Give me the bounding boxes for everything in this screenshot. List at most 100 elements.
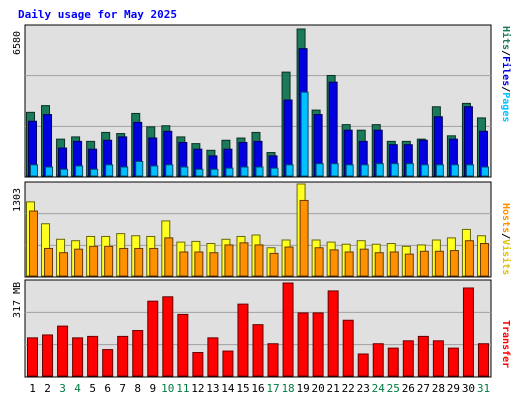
- hosts-bar-day-27: [419, 250, 429, 277]
- day-label-27: 27: [417, 382, 430, 395]
- transfer-bar-day-25: [387, 347, 399, 377]
- pages-bar-day-1: [30, 164, 38, 177]
- day-label-26: 26: [402, 382, 415, 395]
- legend-sep-3: /: [500, 233, 511, 239]
- hosts-bar-day-15: [239, 242, 249, 277]
- day-label-4: 4: [74, 382, 81, 395]
- hits-files-pages-panel: 6580 Hits/Files/Pages: [12, 24, 512, 178]
- pages-bar-day-8: [135, 160, 144, 177]
- pages-bar-day-14: [225, 167, 234, 177]
- hosts-bar-day-14: [224, 244, 234, 277]
- pages-bar-day-4: [75, 165, 84, 177]
- pages-bar-day-23: [360, 164, 369, 177]
- transfer-bar-day-21: [327, 290, 339, 377]
- day-label-18: 18: [281, 382, 294, 395]
- pages-bar-day-30: [465, 164, 474, 177]
- pages-bar-day-18: [285, 164, 294, 177]
- hosts-bar-day-23: [359, 248, 369, 277]
- transfer-bar-day-19: [297, 312, 309, 377]
- day-label-17: 17: [266, 382, 279, 395]
- pages-bar-day-28: [435, 164, 444, 177]
- hosts-bar-day-9: [149, 247, 159, 277]
- transfer-bar-day-20: [312, 312, 324, 377]
- transfer-bar-day-23: [357, 353, 369, 377]
- day-label-23: 23: [357, 382, 370, 395]
- hosts-visits-legend: Hosts/Visits: [500, 203, 512, 275]
- transfer-axis-max-label: 317 MB: [12, 282, 23, 318]
- hosts-bar-day-6: [104, 245, 114, 277]
- pages-bar-day-17: [270, 167, 279, 177]
- day-label-30: 30: [462, 382, 475, 395]
- transfer-bar-day-2: [42, 334, 54, 377]
- transfer-bar-day-14: [222, 350, 234, 377]
- pages-bar-day-10: [165, 164, 174, 177]
- hosts-bar-day-28: [434, 250, 444, 277]
- day-label-15: 15: [236, 382, 249, 395]
- chart-title: Daily usage for May 2025: [18, 8, 177, 21]
- pages-bar-day-29: [450, 164, 459, 177]
- transfer-bar-day-26: [402, 340, 414, 377]
- day-label-5: 5: [89, 382, 96, 395]
- hosts-bar-day-5: [89, 245, 99, 277]
- day-label-20: 20: [312, 382, 325, 395]
- pages-bar-day-27: [420, 164, 429, 177]
- legend-visits: Visits: [500, 239, 512, 275]
- day-label-7: 7: [119, 382, 126, 395]
- day-labels: 1 2 3 4 5 6 7 8 9 10 11 12 13 14 15 16 17 18 19 20 21 22 23 24 2…: [29, 382, 490, 395]
- transfer-bar-day-24: [372, 343, 384, 377]
- hits-files-pages-legend: Hits/Files/Pages: [500, 26, 512, 122]
- hosts-bar-day-24: [374, 252, 384, 277]
- legend-files: Files: [500, 56, 512, 86]
- transfer-panel: 317 MB Transfer: [12, 279, 511, 378]
- transfer-bar-day-9: [147, 300, 159, 377]
- hosts-bar-day-11: [179, 251, 189, 277]
- legend-hits: Hits: [500, 26, 512, 50]
- hosts-bar-day-17: [269, 252, 279, 277]
- day-label-29: 29: [447, 382, 460, 395]
- transfer-bar-day-29: [447, 347, 459, 377]
- day-label-16: 16: [251, 382, 264, 395]
- pages-bar-day-5: [90, 168, 99, 177]
- visits-axis-max-label: 1303: [12, 188, 23, 212]
- hosts-bar-day-7: [119, 247, 129, 277]
- transfer-bar-day-11: [177, 313, 189, 377]
- day-label-9: 9: [149, 382, 156, 395]
- hosts-bar-day-10: [164, 237, 174, 277]
- transfer-bar-day-22: [342, 319, 354, 377]
- legend-hosts: Hosts: [500, 203, 511, 233]
- transfer-bar-day-27: [417, 335, 429, 377]
- hosts-bar-day-18: [284, 246, 294, 277]
- hits-axis-max-label: 6580: [12, 31, 23, 55]
- day-label-28: 28: [432, 382, 445, 395]
- pages-bar-day-20: [315, 163, 324, 177]
- pages-bar-day-7: [120, 166, 129, 177]
- hosts-bar-day-2: [44, 247, 54, 277]
- pages-bar-day-24: [375, 163, 384, 177]
- transfer-bar-day-18: [282, 282, 294, 377]
- day-label-10: 10: [161, 382, 174, 395]
- pages-bar-day-9: [150, 165, 159, 177]
- day-label-22: 22: [342, 382, 355, 395]
- transfer-legend: Transfer: [500, 320, 511, 368]
- day-label-21: 21: [327, 382, 340, 395]
- legend-sep-2: /: [500, 86, 511, 92]
- transfer-bar-day-5: [87, 335, 99, 377]
- pages-bar-day-2: [45, 166, 54, 177]
- day-label-3: 3: [59, 382, 66, 395]
- pages-bar-day-19: [300, 91, 309, 177]
- legend-transfer: Transfer: [500, 320, 511, 368]
- pages-bar-day-15: [240, 166, 249, 177]
- legend-pages: Pages: [500, 92, 511, 122]
- day-label-8: 8: [134, 382, 141, 395]
- hosts-bar-day-22: [344, 251, 354, 277]
- pages-bar-day-26: [405, 163, 414, 177]
- pages-bar-day-3: [60, 168, 69, 177]
- hosts-bar-day-13: [209, 252, 219, 277]
- pages-bar-day-12: [195, 168, 204, 177]
- hosts-bar-day-26: [404, 253, 414, 277]
- pages-bar-day-22: [345, 164, 354, 177]
- transfer-bar-day-8: [132, 330, 144, 377]
- hosts-bar-day-4: [74, 248, 84, 277]
- files-bar-day-21: [328, 81, 338, 177]
